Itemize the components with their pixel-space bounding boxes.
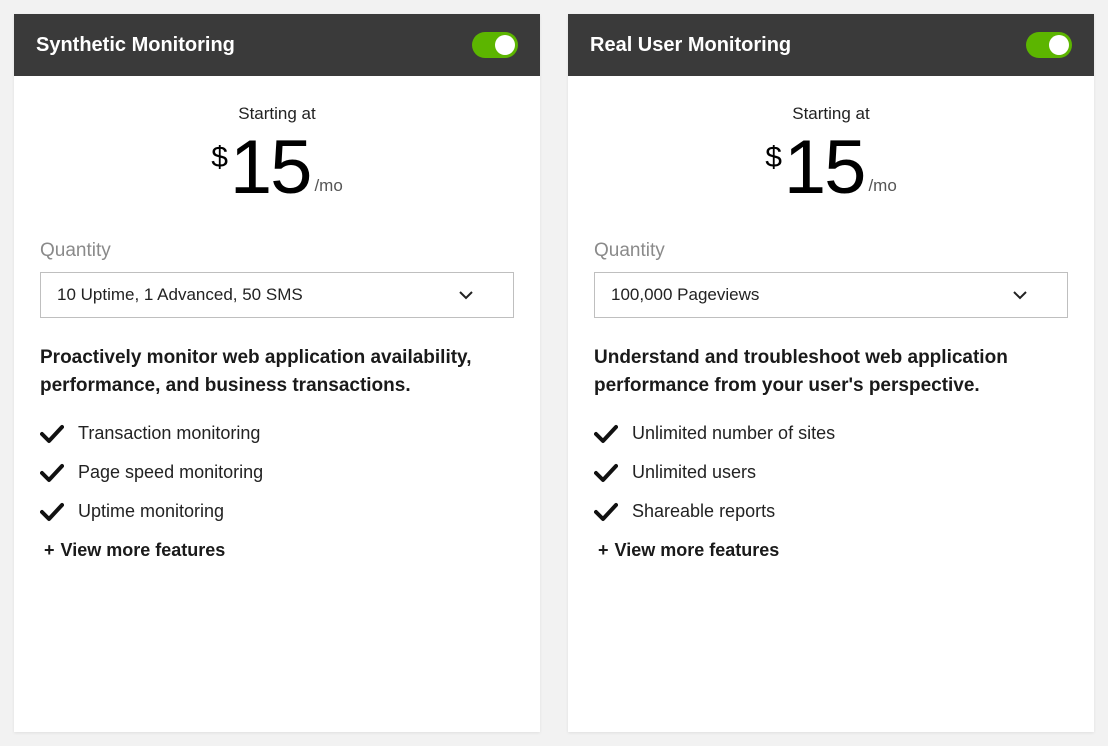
enable-toggle[interactable] [1026, 32, 1072, 58]
view-more-label: View more features [615, 540, 780, 561]
card-body: Starting at $ 15 /mo Quantity 100,000 Pa… [568, 76, 1094, 581]
quantity-label: Quantity [594, 240, 1068, 262]
pricing-card-synthetic: Synthetic Monitoring Starting at $ 15 /m… [14, 14, 540, 732]
check-icon [594, 463, 618, 483]
feature-text: Unlimited users [632, 462, 756, 483]
price-period: /mo [868, 177, 896, 194]
feature-list: Unlimited number of sites Unlimited user… [594, 423, 1068, 522]
feature-item: Uptime monitoring [40, 501, 514, 522]
price-amount: 15 [230, 130, 311, 206]
quantity-selected-value: 100,000 Pageviews [611, 285, 759, 305]
card-description: Proactively monitor web application avai… [40, 344, 514, 399]
enable-toggle[interactable] [472, 32, 518, 58]
price-block: Starting at $ 15 /mo [40, 104, 514, 206]
check-icon [40, 463, 64, 483]
feature-item: Unlimited number of sites [594, 423, 1068, 444]
starting-at-label: Starting at [40, 104, 514, 124]
feature-text: Uptime monitoring [78, 501, 224, 522]
check-icon [594, 424, 618, 444]
feature-text: Transaction monitoring [78, 423, 260, 444]
chevron-down-icon [1013, 291, 1027, 300]
quantity-select[interactable]: 100,000 Pageviews [594, 272, 1068, 318]
price-period: /mo [314, 177, 342, 194]
card-header: Synthetic Monitoring [14, 14, 540, 76]
quantity-select[interactable]: 10 Uptime, 1 Advanced, 50 SMS [40, 272, 514, 318]
starting-at-label: Starting at [594, 104, 1068, 124]
quantity-label: Quantity [40, 240, 514, 262]
card-title: Real User Monitoring [590, 34, 791, 57]
price-line: $ 15 /mo [594, 130, 1068, 206]
feature-item: Page speed monitoring [40, 462, 514, 483]
toggle-knob [495, 35, 515, 55]
feature-item: Transaction monitoring [40, 423, 514, 444]
feature-item: Unlimited users [594, 462, 1068, 483]
feature-text: Unlimited number of sites [632, 423, 835, 444]
quantity-selected-value: 10 Uptime, 1 Advanced, 50 SMS [57, 285, 303, 305]
price-amount: 15 [784, 130, 865, 206]
price-block: Starting at $ 15 /mo [594, 104, 1068, 206]
currency-symbol: $ [211, 143, 228, 173]
feature-list: Transaction monitoring Page speed monito… [40, 423, 514, 522]
feature-text: Shareable reports [632, 501, 775, 522]
card-title: Synthetic Monitoring [36, 34, 235, 57]
view-more-features-button[interactable]: + View more features [594, 540, 1068, 561]
card-body: Starting at $ 15 /mo Quantity 10 Uptime,… [14, 76, 540, 581]
toggle-knob [1049, 35, 1069, 55]
chevron-down-icon [459, 291, 473, 300]
pricing-card-rum: Real User Monitoring Starting at $ 15 /m… [568, 14, 1094, 732]
view-more-features-button[interactable]: + View more features [40, 540, 514, 561]
check-icon [40, 424, 64, 444]
view-more-label: View more features [61, 540, 226, 561]
price-line: $ 15 /mo [40, 130, 514, 206]
plus-icon: + [598, 540, 609, 561]
check-icon [40, 502, 64, 522]
currency-symbol: $ [765, 143, 782, 173]
feature-item: Shareable reports [594, 501, 1068, 522]
card-description: Understand and troubleshoot web applicat… [594, 344, 1068, 399]
card-header: Real User Monitoring [568, 14, 1094, 76]
feature-text: Page speed monitoring [78, 462, 263, 483]
plus-icon: + [44, 540, 55, 561]
check-icon [594, 502, 618, 522]
